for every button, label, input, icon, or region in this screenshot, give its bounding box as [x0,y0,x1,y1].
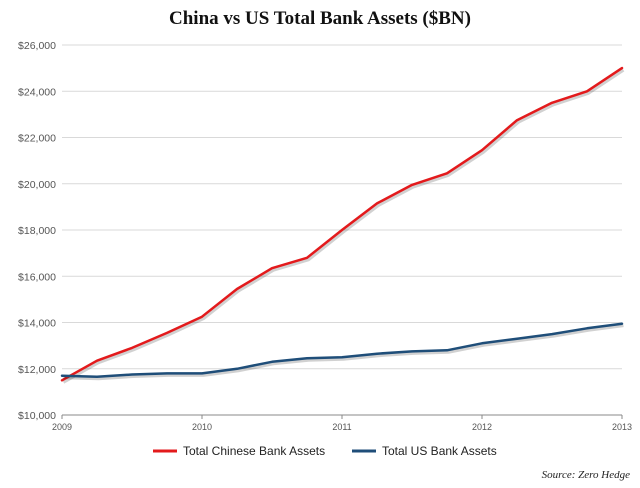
legend: Total Chinese Bank Assets Total US Bank A… [153,444,497,458]
x-tick-label: 2009 [52,422,72,432]
y-tick-label: $18,000 [18,225,56,237]
legend-label: Total US Bank Assets [382,444,497,458]
y-tick-label: $20,000 [18,179,56,191]
y-tick-label: $22,000 [18,133,56,145]
series-line-china [60,66,624,382]
y-tick-label: $14,000 [18,318,56,330]
series-shadow [62,68,625,384]
x-tick-label: 2012 [472,422,492,432]
y-tick-label: $26,000 [18,40,56,52]
x-axis-tick-labels: 2009 2010 2011 2012 2013 [52,415,632,432]
x-tick-label: 2013 [612,422,632,432]
series-lines [60,66,625,384]
chart-title: China vs US Total Bank Assets ($BN) [169,8,471,29]
y-tick-label: $12,000 [18,364,56,376]
x-tick-label: 2011 [332,422,351,432]
y-axis-tick-labels: $10,000 $12,000 $14,000 $16,000 $18,000 $20,0… [18,40,56,422]
legend-label: Total Chinese Bank Assets [183,444,325,458]
series-shadow [63,324,624,381]
y-tick-label: $24,000 [18,86,56,98]
series-line-us [60,322,624,379]
source-note: Source: Zero Hedge [542,469,630,481]
y-tick-label: $16,000 [18,271,56,283]
y-tick-label: $10,000 [18,410,56,422]
x-tick-label: 2010 [192,422,212,432]
